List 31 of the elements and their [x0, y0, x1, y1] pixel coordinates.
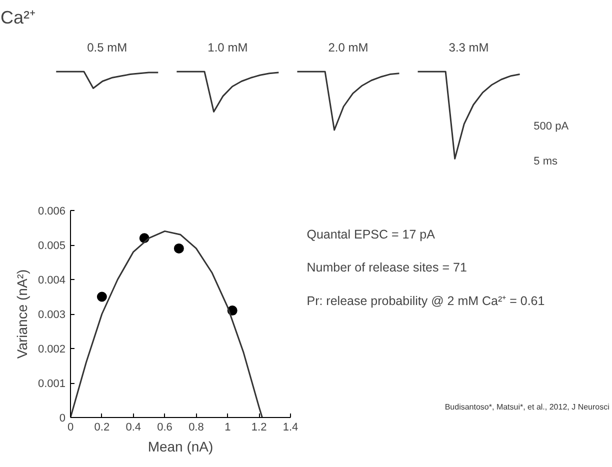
y-tick-label: 0.004	[38, 274, 66, 286]
chart-title: Ca²⁺	[0, 8, 36, 28]
line-series	[70, 230, 263, 418]
series-label: 3.3 mM	[448, 40, 489, 54]
y-axis-title: Variance (nA²)	[14, 269, 30, 359]
point	[96, 292, 107, 302]
y-tick-label: 0.003	[38, 309, 66, 321]
series-label: 0.5 mM	[87, 40, 128, 54]
x-tick-label: 1	[224, 422, 231, 434]
y-tick-label: 0.005	[38, 240, 66, 252]
text: Quantal EPSC = 17 pA	[306, 228, 436, 242]
x-tick-label: 0.8	[188, 422, 204, 434]
text: Pr: release probability @ 2 mM Ca²⁺ = 0.61	[306, 294, 545, 308]
y-tick-label: 0.006	[38, 206, 66, 218]
point	[174, 243, 184, 254]
x-tick-label: 1.2	[251, 422, 267, 434]
series-label: 2.0 mM	[328, 40, 368, 54]
x-tick-label: 0.2	[94, 422, 110, 434]
x-tick-label: 0.6	[157, 422, 172, 434]
y-tick-label: 0.001	[38, 378, 66, 390]
text: 500 pA	[534, 120, 570, 133]
text: Number of release sites = 71	[306, 260, 467, 275]
y-tick-label: 0	[59, 412, 66, 424]
text: 5 ms	[534, 155, 558, 168]
text: Budisantoso*, Matsui*, et al., 2012, J Neurosci	[444, 402, 610, 412]
x-tick-label: 0.4	[126, 422, 142, 434]
series-label: 1.0 mM	[208, 40, 248, 54]
y-tick-label: 0.002	[38, 344, 66, 356]
x-tick-label: 0	[67, 422, 74, 434]
x-tick-label: 1.4	[282, 422, 298, 434]
x-axis-title: Mean (nA)	[148, 438, 214, 454]
